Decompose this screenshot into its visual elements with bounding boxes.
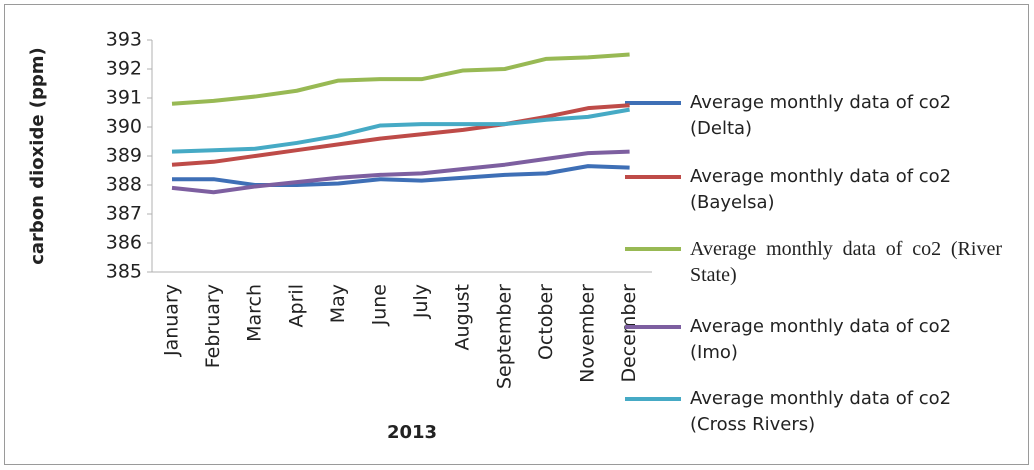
x-tick-label: October — [535, 284, 557, 360]
x-tick-label: August — [452, 284, 474, 351]
x-tick-label: July — [410, 284, 432, 319]
y-tick-label: 388 — [106, 174, 142, 196]
y-tick-label: 389 — [106, 145, 142, 167]
y-tick-label: 390 — [106, 116, 142, 138]
series-line — [172, 164, 630, 187]
y-tick-label: 386 — [106, 232, 142, 254]
x-tick-label: September — [493, 284, 515, 389]
y-tick-label: 392 — [106, 58, 142, 80]
x-tick-label: May — [327, 284, 349, 323]
y-tick-label: 393 — [106, 29, 142, 51]
series-line — [171, 107, 630, 154]
legend-label: Average monthly data of co2 (Cross River… — [690, 388, 952, 435]
legend-label: Average monthly data of co2 (Delta) — [690, 92, 952, 139]
x-tick-label: February — [202, 284, 224, 368]
x-tick-label: January — [161, 284, 183, 357]
x-axis-title: 2013 — [387, 422, 437, 443]
legend-label: Average monthly data of co2 (Bayelsa) — [690, 166, 952, 213]
x-tick-label: April — [285, 284, 307, 327]
x-tick-label: December — [618, 284, 640, 383]
y-tick-label: 387 — [106, 203, 142, 225]
x-tick-label: June — [369, 284, 391, 326]
legend-label: Average monthly data of co2 (River State… — [690, 238, 1002, 286]
y-tick-label: 391 — [106, 87, 142, 109]
series-line — [171, 103, 630, 167]
y-axis-title: carbon dioxide (ppm) — [27, 47, 48, 265]
legend-label: Average monthly data of co2 (Imo) — [690, 316, 952, 363]
y-tick-label: 385 — [106, 261, 142, 283]
x-tick-label: March — [244, 284, 266, 342]
series-line — [171, 52, 630, 106]
series-line — [171, 149, 630, 195]
x-tick-label: November — [577, 284, 599, 383]
chart-border — [4, 4, 1029, 465]
